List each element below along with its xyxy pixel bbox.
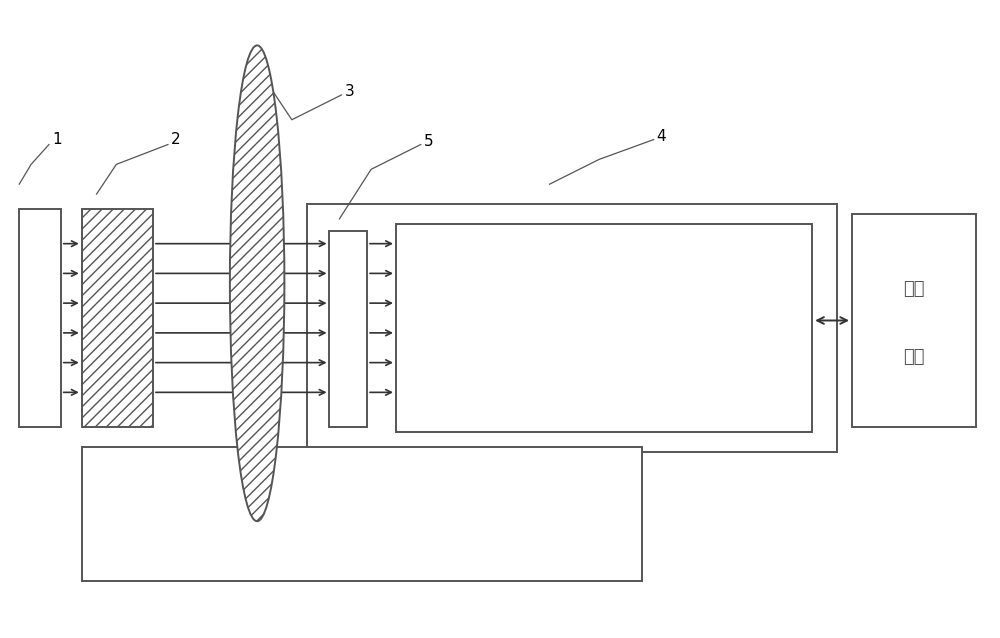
Bar — [82, 447, 642, 581]
Bar — [19, 209, 61, 427]
Bar — [396, 224, 812, 432]
Text: 系统: 系统 — [903, 348, 925, 366]
Bar — [329, 231, 367, 427]
Bar — [82, 209, 153, 427]
Text: 1: 1 — [52, 132, 62, 147]
Text: 2: 2 — [171, 132, 181, 147]
Ellipse shape — [230, 45, 284, 521]
Text: 4: 4 — [657, 129, 666, 144]
Bar — [307, 204, 837, 452]
Text: 上级: 上级 — [903, 279, 925, 297]
Text: 5: 5 — [424, 134, 433, 149]
Text: 3: 3 — [344, 84, 354, 100]
Bar — [852, 214, 976, 427]
